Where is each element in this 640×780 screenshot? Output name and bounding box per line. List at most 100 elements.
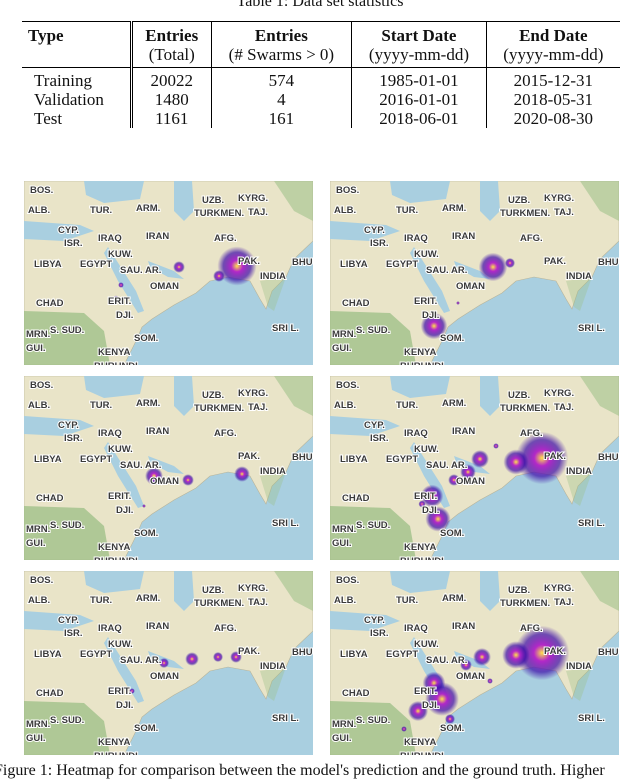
map-label: ISR. — [64, 433, 82, 444]
heat-spot — [493, 443, 499, 449]
heat-spot — [234, 466, 250, 482]
heat-spot — [504, 257, 516, 269]
heat-spot — [118, 282, 124, 288]
map-label: BURUNDI — [94, 361, 138, 365]
map-label: TUR. — [90, 400, 112, 411]
map-label: DJI. — [422, 700, 439, 711]
map-label: IRAQ — [404, 428, 428, 439]
map-label: CYP. — [364, 225, 385, 236]
map-label: INDIA — [566, 271, 592, 282]
map-label: SAU. AR. — [426, 655, 467, 666]
map-label: CYP. — [58, 225, 79, 236]
heatmap-panel: BOS. ALB. TUR. ARM. UZB. KYRG. TURKMEN. TAJ. CYP… — [330, 181, 619, 365]
map-label: SOM. — [440, 723, 464, 734]
vegetation — [566, 472, 592, 506]
map-label: ARM. — [442, 398, 466, 409]
cell-total: 1161 — [131, 109, 212, 128]
vegetation — [274, 181, 313, 221]
map-label: TURKMEN. — [194, 208, 244, 219]
map-label: GUI. — [332, 733, 352, 744]
cell-start: 2016-01-01 — [351, 90, 487, 109]
black-sea — [84, 571, 144, 593]
map-label: SRI L. — [578, 713, 605, 724]
map-label: OMAN — [456, 476, 485, 487]
map-label: GUI. — [26, 733, 46, 744]
map-label: MRN. — [26, 524, 50, 535]
vegetation — [330, 506, 416, 560]
map-label: UZB. — [202, 195, 224, 206]
heat-spot — [217, 246, 257, 286]
heat-spot — [420, 484, 444, 508]
map-label: BHU — [598, 257, 619, 268]
map-label: INDIA — [260, 466, 286, 477]
table-row: Validation 1480 4 2016-01-01 2018-05-31 — [22, 90, 620, 109]
map-label: ALB. — [28, 595, 50, 606]
data-set-statistics-table: Type Entries Entries Start Date End Date… — [22, 21, 620, 128]
map-label: CYP. — [58, 420, 79, 431]
subheader-end-date: (yyyy-mm-dd) — [503, 45, 604, 64]
map-label: BOS. — [30, 380, 53, 391]
heat-spot — [444, 713, 456, 725]
map-label: SRI L. — [578, 323, 605, 334]
map-label: SAU. AR. — [426, 265, 467, 276]
map-label: ISR. — [64, 238, 82, 249]
map-label: CYP. — [364, 420, 385, 431]
map-label: PAK. — [544, 646, 566, 657]
map-label: ERIT. — [414, 491, 437, 502]
map-label: AFG. — [214, 233, 237, 244]
map-label: TAJ. — [554, 207, 574, 218]
caspian-sea — [480, 181, 500, 221]
map-label: CHAD — [36, 688, 64, 699]
heat-spot — [487, 678, 493, 684]
map-label: TURKMEN. — [194, 598, 244, 609]
map-label: KENYA — [98, 542, 131, 553]
heat-spot — [420, 312, 448, 340]
red-sea — [104, 637, 144, 703]
map-label: SRI L. — [272, 518, 299, 529]
map-label: SOM. — [134, 723, 158, 734]
map-label: ERIT. — [108, 686, 131, 697]
caspian-sea — [174, 571, 194, 611]
heat-spot — [230, 651, 242, 663]
map-label: SOM. — [134, 528, 158, 539]
map-label: EGYPT — [386, 259, 418, 270]
map-label: TUR. — [90, 595, 112, 606]
heat-spot — [142, 504, 146, 508]
map-label: OMAN — [456, 671, 485, 682]
map-label: IRAN — [146, 621, 169, 632]
map-label: AFG. — [520, 428, 543, 439]
map-label: CHAD — [342, 493, 370, 504]
header-entries-swarms: Entries — [211, 21, 353, 45]
map-label: DJI. — [422, 505, 439, 516]
vegetation — [330, 311, 416, 365]
map-label: INDIA — [566, 661, 592, 672]
map-label: CHAD — [342, 688, 370, 699]
map-label: TAJ. — [554, 402, 574, 413]
black-sea — [84, 376, 144, 398]
map-label: ARM. — [442, 593, 466, 604]
cell-start: 2018-06-01 — [351, 109, 487, 128]
heatmap-panel: BOS. ALB. TUR. ARM. UZB. KYRG. TURKMEN. TAJ. CYP… — [24, 571, 313, 755]
mediterranean — [330, 416, 400, 436]
map-label: CYP. — [364, 615, 385, 626]
map-label: BURUNDI — [400, 556, 444, 560]
map-label: KENYA — [98, 737, 131, 748]
map-label: UZB. — [508, 585, 530, 596]
vegetation — [24, 506, 110, 560]
heat-spot — [407, 700, 429, 722]
map-label: IRAQ — [404, 233, 428, 244]
map-label: AFG. — [214, 428, 237, 439]
mediterranean — [330, 221, 400, 241]
caspian-sea — [174, 181, 194, 221]
map-label: OMAN — [456, 281, 485, 292]
map-label: KYRG. — [238, 193, 268, 204]
map-label: ALB. — [334, 205, 356, 216]
cell-total: 20022 — [131, 67, 212, 90]
red-sea — [104, 442, 144, 508]
map-label: DJI. — [116, 700, 133, 711]
subheader-entries-total: (Total) — [131, 45, 212, 68]
persian-gulf — [148, 261, 184, 279]
map-label: CHAD — [36, 493, 64, 504]
map-label: KUW. — [414, 444, 439, 455]
map-label: KENYA — [404, 737, 437, 748]
